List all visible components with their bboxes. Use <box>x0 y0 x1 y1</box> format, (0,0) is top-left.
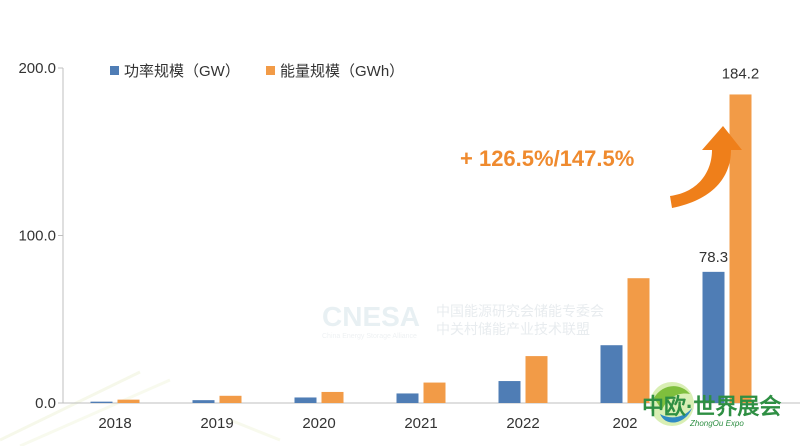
bar-gwh-latest <box>729 94 752 403</box>
bar-gwh-2018 <box>117 399 140 403</box>
data-label-gw: 78.3 <box>699 249 728 266</box>
bar-gw-latest <box>702 271 725 403</box>
bar-gwh-2022 <box>525 356 548 403</box>
bar-gw-2018 <box>90 401 113 403</box>
bar-gwh-2019 <box>219 395 242 403</box>
watermark-line2: 中关村储能产业技术联盟 <box>436 321 590 337</box>
x-tick-label: 202 <box>612 415 637 432</box>
bar-gw-2020 <box>294 397 317 403</box>
logo-text: 中欧·世界展会 <box>642 394 781 419</box>
legend-label-gwh: 能量规模（GWh） <box>280 63 404 80</box>
watermark-small: China Energy Storage Alliance <box>322 333 417 340</box>
bar-gwh-2023 <box>627 278 650 403</box>
growth-annotation: + 126.5%/147.5% <box>460 146 634 171</box>
watermark-line1: 中国能源研究会储能专委会 <box>436 303 604 319</box>
legend-swatch-gw <box>110 66 119 75</box>
expo-logo: 中欧·世界展会 ZhongOu Expo <box>642 382 781 428</box>
logo-subtext: ZhongOu Expo <box>689 419 744 428</box>
y-ticks: 0.0 100.0 200.0 <box>18 60 63 412</box>
legend-label-gw: 功率规模（GW） <box>124 63 240 80</box>
x-tick-label: 2018 <box>98 415 131 432</box>
bar-gw-2021 <box>396 393 419 403</box>
decorative-lines <box>0 370 281 446</box>
bars <box>90 94 752 403</box>
growth-arrow-icon <box>670 126 742 208</box>
bar-gw-2019 <box>192 400 215 403</box>
data-labels: 78.3 184.2 <box>699 65 759 265</box>
watermark: CNESA 中国能源研究会储能专委会 中关村储能产业技术联盟 China Ene… <box>322 301 604 340</box>
bar-gw-2022 <box>498 381 521 403</box>
x-ticks: 2018 2019 2020 2021 2022 202 <box>98 415 637 432</box>
x-tick-label: 2020 <box>302 415 335 432</box>
y-tick-label: 0.0 <box>35 395 56 412</box>
x-tick-label: 2019 <box>200 415 233 432</box>
y-tick-label: 200.0 <box>18 60 56 77</box>
bar-gwh-2020 <box>321 391 344 403</box>
y-tick-label: 100.0 <box>18 228 56 245</box>
watermark-brand: CNESA <box>322 301 420 332</box>
x-tick-label: 2022 <box>506 415 539 432</box>
data-label-gwh: 184.2 <box>722 65 760 82</box>
legend: 功率规模（GW） 能量规模（GWh） <box>110 63 404 80</box>
bar-gw-2023 <box>600 345 623 403</box>
bar-gwh-2021 <box>423 382 446 403</box>
legend-swatch-gwh <box>266 66 275 75</box>
x-tick-label: 2021 <box>404 415 437 432</box>
